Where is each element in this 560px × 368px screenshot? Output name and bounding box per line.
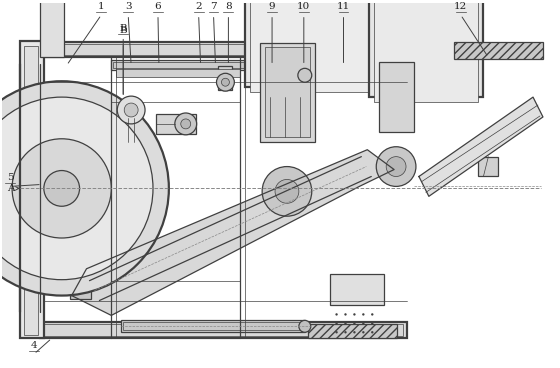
Circle shape xyxy=(12,139,111,238)
Circle shape xyxy=(335,331,338,333)
Bar xyxy=(123,322,303,330)
Circle shape xyxy=(362,313,365,316)
Text: 11: 11 xyxy=(337,2,350,11)
Bar xyxy=(218,66,232,90)
Text: 7: 7 xyxy=(210,2,217,11)
Circle shape xyxy=(371,322,374,325)
Bar xyxy=(22,143,38,157)
Circle shape xyxy=(376,147,416,187)
Text: 6: 6 xyxy=(155,2,161,11)
Text: B: B xyxy=(119,24,127,33)
Polygon shape xyxy=(419,97,543,197)
Circle shape xyxy=(217,73,234,91)
Bar xyxy=(44,324,403,336)
Circle shape xyxy=(353,313,356,316)
Bar xyxy=(404,0,422,57)
Text: 3: 3 xyxy=(125,2,132,11)
Bar xyxy=(374,0,478,102)
Circle shape xyxy=(181,119,191,129)
Circle shape xyxy=(344,313,347,316)
Text: 9: 9 xyxy=(269,2,276,11)
Circle shape xyxy=(362,331,365,333)
Bar xyxy=(40,322,407,338)
Bar xyxy=(454,42,543,59)
Text: 4: 4 xyxy=(31,341,37,350)
Circle shape xyxy=(44,170,80,206)
Bar xyxy=(330,274,384,305)
Circle shape xyxy=(386,157,406,177)
Bar xyxy=(478,157,498,177)
Bar xyxy=(40,42,407,57)
Circle shape xyxy=(353,331,356,333)
Bar xyxy=(44,43,403,56)
Circle shape xyxy=(124,103,138,117)
Bar xyxy=(111,60,305,70)
Bar xyxy=(379,63,414,132)
Polygon shape xyxy=(72,150,394,315)
Bar xyxy=(308,56,397,70)
Text: 5: 5 xyxy=(7,173,13,183)
Circle shape xyxy=(353,322,356,325)
Text: 12: 12 xyxy=(454,2,467,11)
Circle shape xyxy=(371,313,374,316)
Bar xyxy=(22,197,38,211)
Bar xyxy=(265,47,310,137)
Text: 2: 2 xyxy=(195,2,202,11)
Bar xyxy=(156,114,195,134)
Circle shape xyxy=(299,321,311,332)
Bar xyxy=(20,40,44,338)
Circle shape xyxy=(344,331,347,333)
Bar xyxy=(24,46,38,335)
Bar xyxy=(121,321,305,332)
Circle shape xyxy=(275,180,299,203)
Bar xyxy=(22,88,38,102)
Bar xyxy=(121,118,141,124)
Circle shape xyxy=(335,313,338,316)
Circle shape xyxy=(335,322,338,325)
Text: 1: 1 xyxy=(98,2,105,11)
Bar xyxy=(40,0,64,57)
Text: B: B xyxy=(119,26,127,35)
Bar xyxy=(245,0,404,87)
Circle shape xyxy=(298,68,312,82)
Bar xyxy=(260,43,315,142)
Circle shape xyxy=(117,96,145,124)
Circle shape xyxy=(0,81,169,296)
Text: 10: 10 xyxy=(297,2,310,11)
Bar xyxy=(116,69,240,77)
Circle shape xyxy=(344,322,347,325)
Circle shape xyxy=(262,167,312,216)
Bar xyxy=(308,324,397,338)
Text: A: A xyxy=(7,184,15,193)
Bar xyxy=(407,0,419,56)
Circle shape xyxy=(175,113,197,135)
Circle shape xyxy=(221,78,230,86)
Text: 8: 8 xyxy=(225,2,232,11)
Circle shape xyxy=(362,322,365,325)
Bar xyxy=(22,252,38,266)
Bar xyxy=(69,271,91,298)
Bar xyxy=(113,63,303,68)
Bar xyxy=(369,0,483,97)
Circle shape xyxy=(0,97,153,280)
Circle shape xyxy=(371,331,374,333)
Bar xyxy=(250,0,399,92)
